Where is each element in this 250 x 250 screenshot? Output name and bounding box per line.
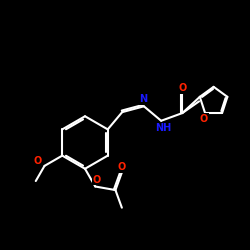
Text: O: O	[92, 174, 100, 184]
Text: O: O	[118, 162, 126, 172]
Text: O: O	[200, 114, 208, 124]
Text: NH: NH	[156, 123, 172, 133]
Text: N: N	[139, 94, 147, 104]
Text: O: O	[34, 156, 42, 166]
Text: O: O	[178, 83, 186, 93]
